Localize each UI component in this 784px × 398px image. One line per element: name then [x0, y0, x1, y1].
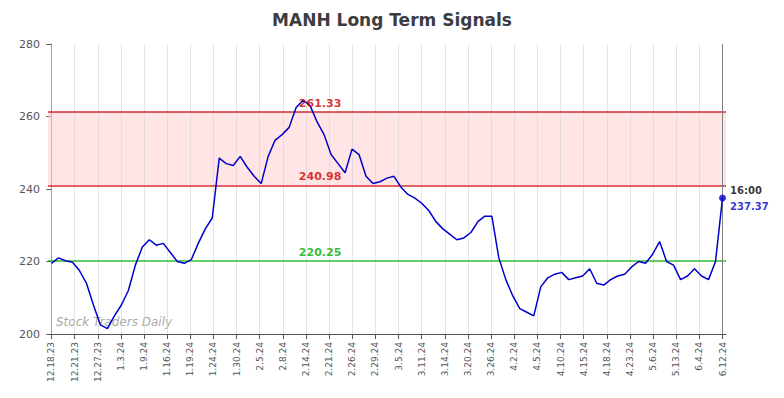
svg-text:3.5.24: 3.5.24: [394, 342, 404, 371]
svg-text:260: 260: [19, 110, 40, 123]
svg-text:3.20.24: 3.20.24: [463, 342, 473, 377]
svg-text:MANH Long Term Signals: MANH Long Term Signals: [272, 10, 512, 30]
svg-text:240: 240: [19, 183, 40, 196]
svg-text:220.25: 220.25: [299, 246, 341, 259]
svg-text:2.26.24: 2.26.24: [347, 342, 357, 377]
svg-text:1.9.24: 1.9.24: [139, 342, 149, 371]
svg-text:4.10.24: 4.10.24: [556, 342, 566, 377]
svg-text:12.21.23: 12.21.23: [70, 342, 80, 382]
svg-text:16:00: 16:00: [730, 185, 762, 196]
svg-text:2.14.24: 2.14.24: [301, 342, 311, 377]
svg-text:6.12.24: 6.12.24: [718, 342, 728, 377]
svg-text:4.2.24: 4.2.24: [509, 342, 519, 371]
svg-text:240.98: 240.98: [299, 170, 341, 183]
svg-text:261.33: 261.33: [299, 97, 341, 110]
svg-text:1.24.24: 1.24.24: [208, 342, 218, 377]
svg-text:200: 200: [19, 328, 40, 341]
svg-text:1.16.24: 1.16.24: [162, 342, 172, 377]
svg-text:Stock Traders Daily: Stock Traders Daily: [56, 315, 173, 329]
svg-text:237.37: 237.37: [730, 201, 769, 212]
svg-text:2.5.24: 2.5.24: [255, 342, 265, 371]
svg-text:2.21.24: 2.21.24: [324, 342, 334, 377]
svg-text:2.29.24: 2.29.24: [370, 342, 380, 377]
svg-text:3.14.24: 3.14.24: [440, 342, 450, 377]
svg-text:1.19.24: 1.19.24: [185, 342, 195, 377]
svg-text:4.23.24: 4.23.24: [625, 342, 635, 377]
svg-text:4.18.24: 4.18.24: [602, 342, 612, 377]
svg-text:12.18.23: 12.18.23: [46, 342, 56, 382]
svg-text:5.13.24: 5.13.24: [671, 342, 681, 377]
svg-text:5.6.24: 5.6.24: [648, 342, 658, 371]
svg-text:6.4.24: 6.4.24: [694, 342, 704, 371]
svg-text:2.8.24: 2.8.24: [278, 342, 288, 371]
svg-text:1.30.24: 1.30.24: [232, 342, 242, 377]
svg-text:3.11.24: 3.11.24: [417, 342, 427, 377]
svg-text:220: 220: [19, 255, 40, 268]
svg-text:280: 280: [19, 38, 40, 51]
svg-text:1.3.24: 1.3.24: [116, 342, 126, 371]
svg-text:4.5.24: 4.5.24: [532, 342, 542, 371]
svg-text:3.26.24: 3.26.24: [486, 342, 496, 377]
svg-text:4.15.24: 4.15.24: [579, 342, 589, 377]
svg-text:12.27.23: 12.27.23: [93, 342, 103, 382]
